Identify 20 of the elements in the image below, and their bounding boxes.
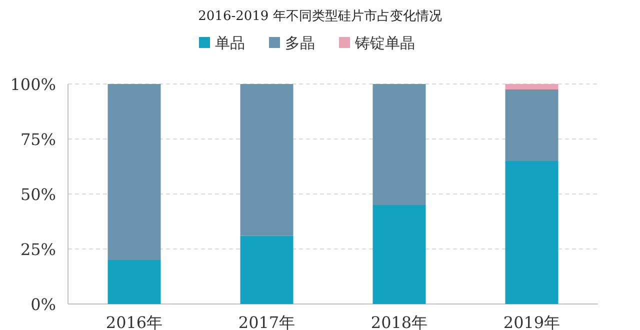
y-tick-label: 0%	[30, 295, 56, 314]
legend-label: 单品	[215, 34, 245, 52]
y-tick-label: 50%	[20, 185, 56, 204]
chart-title: 2016-2019 年不同类型硅片市占变化情况	[198, 9, 442, 24]
bar	[240, 84, 294, 236]
y-tick-label: 25%	[20, 240, 56, 259]
bar	[108, 84, 161, 260]
bar	[372, 205, 426, 304]
bar	[505, 161, 558, 304]
x-tick-label: 2017年	[238, 313, 296, 330]
x-tick-label: 2019年	[503, 313, 560, 330]
bar	[240, 236, 294, 304]
y-tick-label: 75%	[20, 130, 56, 149]
bar	[108, 260, 161, 304]
legend-label: 多晶	[285, 34, 315, 52]
y-tick-label: 100%	[10, 75, 56, 94]
x-tick-label: 2018年	[370, 313, 428, 330]
legend-label: 铸锭单晶	[354, 34, 415, 52]
x-tick-label: 2016年	[106, 313, 163, 330]
bar	[372, 84, 426, 205]
